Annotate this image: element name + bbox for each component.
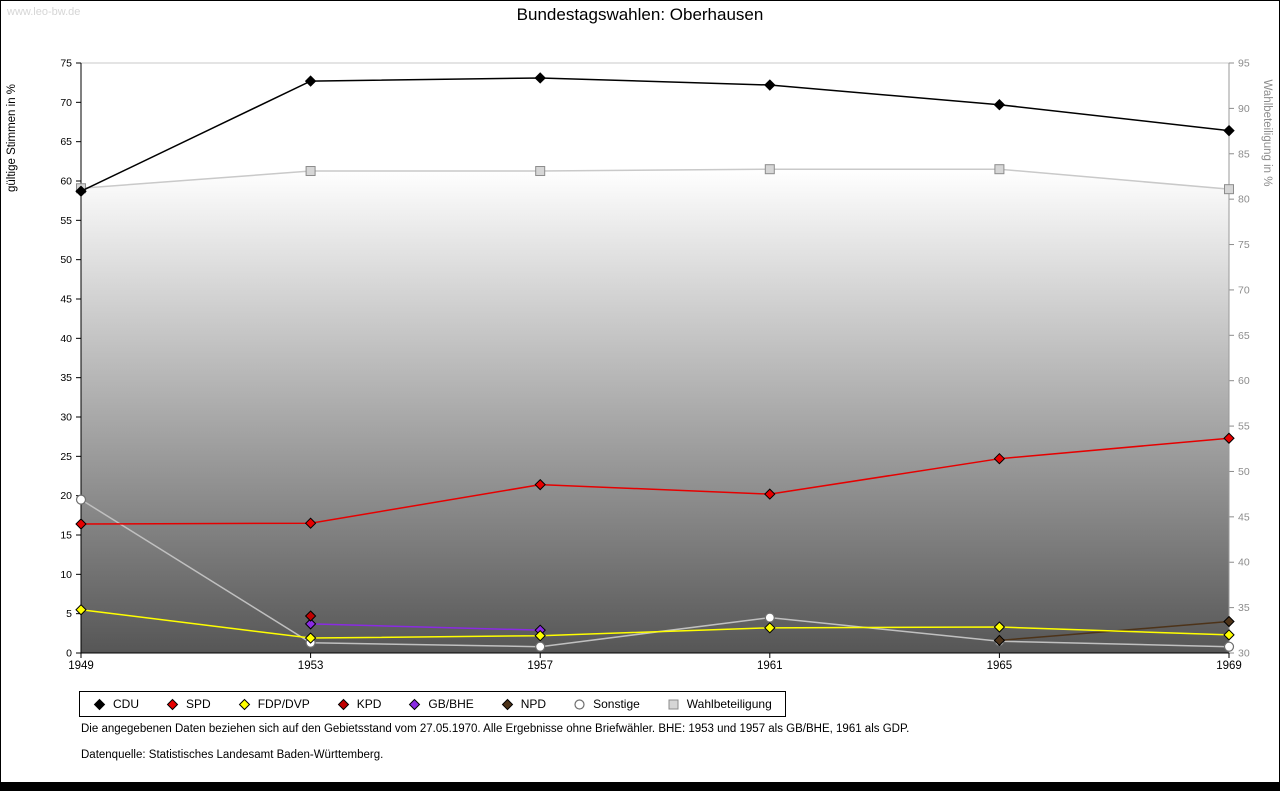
series-fdp-dvp [75,604,1235,644]
svg-text:35: 35 [60,372,72,384]
legend-item-fdp-dvp: FDP/DVP [238,697,310,711]
svg-text:20: 20 [60,490,72,502]
series-spd [75,432,1235,530]
legend-item-sonstige: Sonstige [573,697,640,711]
svg-text:35: 35 [1238,602,1250,614]
svg-text:75: 75 [60,58,72,70]
election-line-chart: 0 5 10 15 20 25 30 35 40 45 50 55 60 65 70 75 30 35 40 45 50… [6,58,1273,673]
participation-area [81,169,1229,653]
svg-text:70: 70 [1238,284,1250,296]
svg-text:75: 75 [1238,239,1250,251]
legend-item-kpd: KPD [337,697,382,711]
series-kpd [304,610,317,622]
svg-text:50: 50 [60,254,72,266]
sonstige-marker-icon [574,698,585,710]
npd-marker-icon [501,698,513,710]
svg-text:55: 55 [60,215,72,227]
svg-text:95: 95 [1238,58,1250,70]
legend-item-gb-bhe: GB/BHE [408,697,474,711]
svg-text:30: 30 [60,412,72,424]
legend-label: SPD [186,697,211,711]
spd-marker-icon [166,698,179,710]
gb-bhe-marker-icon [409,698,421,710]
svg-text:1969: 1969 [1216,660,1242,672]
svg-text:65: 65 [60,136,72,148]
legend-item-npd: NPD [501,697,546,711]
legend-label: KPD [356,697,382,711]
svg-text:10: 10 [60,569,72,581]
right-axis-label: Wahlbeteiligung in % [1261,80,1273,187]
svg-text:50: 50 [1238,466,1250,478]
bottom-border-bar [1,782,1279,790]
svg-text:45: 45 [1238,511,1250,523]
legend-label: NPD [520,697,547,711]
svg-text:55: 55 [1238,421,1250,433]
svg-text:85: 85 [1238,148,1250,160]
legend-label: GB/BHE [428,697,474,711]
svg-text:1961: 1961 [757,660,783,672]
left-axis-label: gültige Stimmen in % [6,84,18,192]
svg-text:0: 0 [66,648,72,660]
watermark: www.leo-bw.de [7,6,81,18]
svg-text:5: 5 [66,608,72,620]
chart-title: Bundestagswahlen: Oberhausen [516,5,764,24]
svg-text:15: 15 [60,530,72,542]
svg-text:60: 60 [1238,375,1250,387]
svg-text:1953: 1953 [298,660,324,672]
legend-label: CDU [113,697,139,711]
axes: 0 5 10 15 20 25 30 35 40 45 50 55 60 65 70 75 30 35 40 45 50… [60,58,1250,673]
legend-label: Wahlbeteiligung [686,697,772,711]
svg-text:40: 40 [60,333,72,345]
legend-label: FDP/DVP [257,697,310,711]
svg-text:40: 40 [1238,557,1250,569]
svg-text:60: 60 [60,176,72,188]
fdp-dvp-marker-icon [238,698,250,710]
svg-text:1949: 1949 [68,660,94,672]
svg-text:45: 45 [60,294,72,306]
svg-text:70: 70 [60,97,72,109]
svg-text:90: 90 [1238,103,1250,115]
cdu-marker-icon [93,698,106,710]
legend-item-cdu: CDU [93,697,139,711]
svg-text:1965: 1965 [987,660,1013,672]
svg-text:25: 25 [60,451,72,463]
series-cdu [75,72,1235,197]
footnote-datenquelle: Datenquelle: Statistisches Landesamt Bad… [81,749,384,761]
kpd-marker-icon [337,698,349,710]
legend-label: Sonstige [593,697,640,711]
legend: CDU SPD FDP/DVP KPD GB/BHE NPD Sonstige Wahlbet… [79,691,786,717]
legend-item-wahlbeteiligung: Wahlbeteiligung [667,697,772,711]
svg-text:80: 80 [1238,194,1250,206]
footnote-gebietsstand: Die angegebenen Daten beziehen sich auf … [81,723,910,735]
legend-item-spd: SPD [166,697,211,711]
svg-text:30: 30 [1238,648,1250,660]
svg-text:65: 65 [1238,330,1250,342]
svg-text:1957: 1957 [527,660,553,672]
wahlbeteiligung-marker-icon [668,699,679,709]
